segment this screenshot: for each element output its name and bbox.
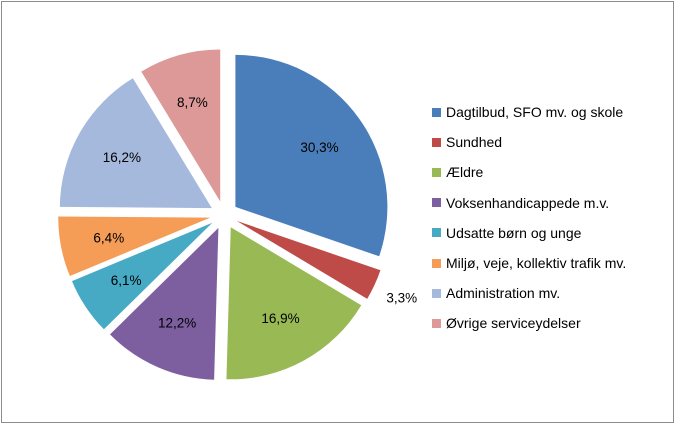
slice-value-label: 16,2% bbox=[103, 150, 141, 165]
legend-item: Udsatte børn og unge bbox=[432, 218, 626, 248]
legend-swatch bbox=[432, 167, 441, 177]
legend-label: Ældre bbox=[446, 164, 484, 181]
legend-label: Administration mv. bbox=[446, 285, 561, 302]
legend-label: Øvrige serviceydelser bbox=[446, 315, 581, 332]
legend-label: Voksenhandicappede m.v. bbox=[446, 194, 610, 211]
legend-swatch bbox=[432, 288, 441, 298]
legend-item: Miljø, veje, kollektiv trafik mv. bbox=[432, 248, 626, 278]
pie-slice bbox=[236, 220, 381, 299]
legend-swatch bbox=[432, 228, 441, 238]
legend-swatch bbox=[432, 318, 441, 328]
legend-swatch bbox=[432, 137, 441, 147]
legend-swatch bbox=[432, 198, 441, 208]
legend-item: Sundhed bbox=[432, 127, 626, 157]
pie-slice bbox=[58, 216, 211, 277]
slice-value-label: 12,2% bbox=[158, 316, 196, 331]
chart-legend: Dagtilbud, SFO mv. og skole Sundhed Ældre V… bbox=[432, 97, 626, 339]
legend-label: Sundhed bbox=[446, 134, 503, 151]
slice-value-label: 3,3% bbox=[386, 291, 417, 306]
legend-label: Miljø, veje, kollektiv trafik mv. bbox=[446, 255, 627, 272]
legend-swatch bbox=[432, 107, 441, 117]
pie-slice bbox=[226, 227, 362, 380]
legend-item: Dagtilbud, SFO mv. og skole bbox=[432, 97, 626, 127]
slice-value-label: 16,9% bbox=[261, 311, 299, 326]
legend-item: Ældre bbox=[432, 157, 626, 187]
pie-slice bbox=[110, 227, 219, 380]
legend-label: Udsatte børn og unge bbox=[446, 224, 582, 241]
legend-swatch bbox=[432, 258, 441, 268]
slice-value-label: 30,3% bbox=[300, 140, 338, 155]
pie-slice bbox=[71, 222, 213, 330]
legend-label: Dagtilbud, SFO mv. og skole bbox=[446, 104, 624, 121]
pie-slice bbox=[235, 54, 388, 257]
slice-value-label: 6,1% bbox=[111, 273, 142, 288]
legend-item: Øvrige serviceydelser bbox=[432, 308, 626, 338]
legend-item: Voksenhandicappede m.v. bbox=[432, 188, 626, 218]
legend-item: Administration mv. bbox=[432, 278, 626, 308]
slice-value-label: 6,4% bbox=[93, 231, 124, 246]
slice-value-label: 8,7% bbox=[177, 95, 208, 110]
pie-slice bbox=[59, 78, 212, 209]
pie-slice bbox=[141, 49, 221, 202]
